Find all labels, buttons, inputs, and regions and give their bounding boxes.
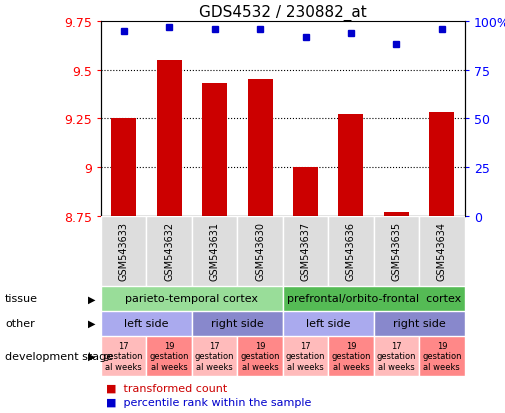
Text: 17
gestation
al weeks: 17 gestation al weeks [104,341,143,370]
Bar [202,84,227,216]
Bar [101,286,283,311]
Text: 17
gestation
al weeks: 17 gestation al weeks [286,341,325,370]
Bar [338,115,364,216]
Bar [419,216,465,286]
Text: 17
gestation
al weeks: 17 gestation al weeks [377,341,416,370]
Text: GSM543631: GSM543631 [210,222,220,280]
Text: other: other [5,318,35,328]
Bar [374,216,419,286]
Bar [157,61,182,216]
Text: parieto-temporal cortex: parieto-temporal cortex [125,294,259,304]
Bar [146,216,192,286]
Bar [101,216,146,286]
Bar [192,311,283,336]
Text: left side: left side [124,318,169,328]
Bar [283,336,328,376]
Bar [293,167,318,216]
Text: 19
gestation
al weeks: 19 gestation al weeks [422,341,462,370]
Bar [283,216,328,286]
Text: ■  percentile rank within the sample: ■ percentile rank within the sample [106,397,312,407]
Bar [328,336,374,376]
Text: right side: right side [211,318,264,328]
Bar [192,216,237,286]
Text: 19
gestation
al weeks: 19 gestation al weeks [149,341,189,370]
Text: GSM543635: GSM543635 [391,222,401,280]
Bar [192,336,237,376]
Text: 19
gestation
al weeks: 19 gestation al weeks [331,341,371,370]
Bar [146,336,192,376]
Bar [384,212,409,216]
Bar [237,216,283,286]
Bar [374,336,419,376]
Bar [101,336,146,376]
Text: GSM543637: GSM543637 [300,222,311,280]
Text: 19
gestation
al weeks: 19 gestation al weeks [240,341,280,370]
Bar [283,286,465,311]
Bar [328,216,374,286]
Bar [419,336,465,376]
Text: GSM543634: GSM543634 [437,222,447,280]
Bar [429,113,454,216]
Text: ▶: ▶ [88,318,96,328]
Title: GDS4532 / 230882_at: GDS4532 / 230882_at [199,5,367,21]
Bar [283,311,374,336]
Bar [101,311,192,336]
Text: prefrontal/orbito-frontal  cortex: prefrontal/orbito-frontal cortex [286,294,461,304]
Text: ▶: ▶ [88,351,96,361]
Text: ▶: ▶ [88,294,96,304]
Bar [237,336,283,376]
Text: ■  transformed count: ■ transformed count [106,383,227,393]
Text: GSM543632: GSM543632 [164,222,174,280]
Text: GSM543633: GSM543633 [119,222,129,280]
Text: development stage: development stage [5,351,113,361]
Text: GSM543630: GSM543630 [255,222,265,280]
Text: tissue: tissue [5,294,38,304]
Bar [111,119,136,216]
Text: right side: right side [393,318,445,328]
Text: 17
gestation
al weeks: 17 gestation al weeks [195,341,234,370]
Bar [374,311,465,336]
Bar [247,80,273,216]
Text: GSM543636: GSM543636 [346,222,356,280]
Text: left side: left side [306,318,350,328]
